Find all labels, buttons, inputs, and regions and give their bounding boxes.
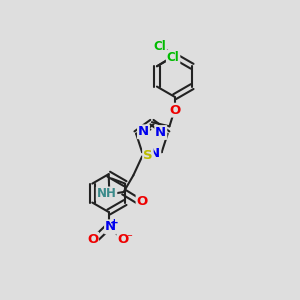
Text: N: N — [149, 147, 160, 160]
Text: O: O — [136, 195, 148, 208]
Text: S: S — [143, 148, 153, 161]
Text: N: N — [138, 125, 149, 138]
Text: N: N — [105, 220, 116, 233]
Text: O: O — [87, 232, 98, 245]
Text: N: N — [155, 126, 166, 139]
Text: +: + — [110, 218, 119, 228]
Text: O: O — [169, 104, 180, 117]
Text: Cl: Cl — [167, 50, 179, 64]
Text: O: O — [117, 232, 129, 245]
Text: NH: NH — [97, 187, 116, 200]
Text: ⁻: ⁻ — [127, 233, 132, 243]
Text: Cl: Cl — [153, 40, 166, 53]
